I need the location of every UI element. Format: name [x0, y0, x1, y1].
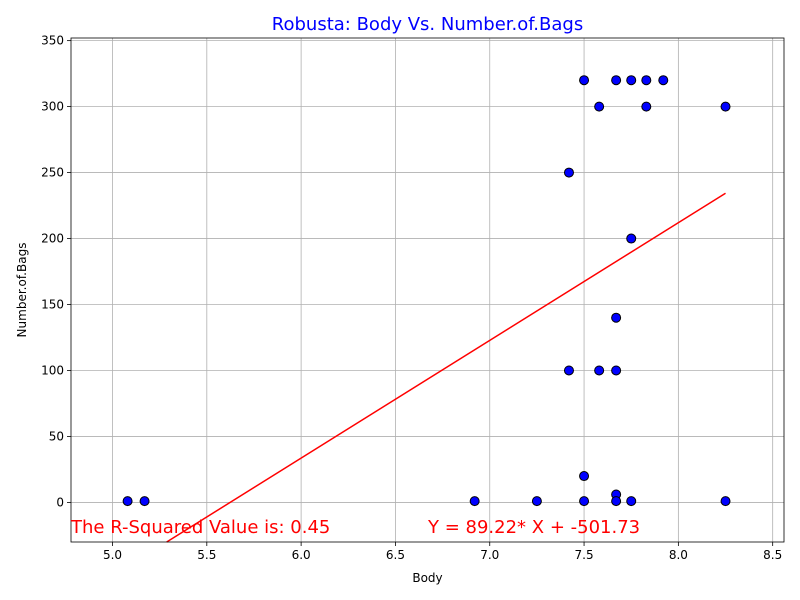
- r-squared-annotation: The R-Squared Value is: 0.45: [70, 517, 330, 538]
- x-tick-label: 7.0: [480, 548, 499, 562]
- data-point: [531, 496, 542, 507]
- x-tick-label: 8.5: [763, 548, 782, 562]
- x-tick-label: 8.0: [669, 548, 688, 562]
- data-point: [611, 312, 622, 323]
- data-point: [720, 101, 731, 112]
- data-point: [594, 365, 605, 376]
- regression-line: [166, 192, 726, 543]
- x-axis-label: Body: [412, 571, 442, 585]
- y-tick-label: 100: [41, 363, 64, 377]
- y-axis-ticks: 0 50 100 150 200 250 300 350: [41, 34, 71, 509]
- scatter-points: [122, 75, 731, 507]
- y-tick-label: 300: [41, 100, 64, 114]
- data-point: [626, 233, 637, 244]
- y-axis-label: Number.of.Bags: [15, 243, 29, 338]
- data-point: [579, 75, 590, 86]
- y-tick-label: 0: [56, 495, 64, 509]
- data-point: [579, 471, 590, 482]
- y-tick-label: 50: [49, 429, 64, 443]
- y-tick-label: 350: [41, 34, 64, 48]
- data-point: [658, 75, 669, 86]
- data-point: [139, 496, 150, 507]
- data-point: [641, 101, 652, 112]
- chart-title: Robusta: Body Vs. Number.of.Bags: [272, 14, 583, 35]
- plot-frame: [70, 37, 785, 543]
- data-point: [594, 101, 605, 112]
- x-tick-label: 6.0: [292, 548, 311, 562]
- x-tick-label: 5.5: [197, 548, 216, 562]
- data-point: [720, 496, 731, 507]
- x-tick-label: 6.5: [386, 548, 405, 562]
- regression-equation-annotation: Y = 89.22* X + -501.73: [427, 517, 640, 538]
- data-point: [579, 496, 590, 507]
- data-point: [563, 167, 574, 178]
- data-point: [611, 75, 622, 86]
- data-point: [611, 365, 622, 376]
- data-point: [626, 75, 637, 86]
- data-point: [469, 496, 480, 507]
- data-point: [611, 496, 622, 507]
- y-tick-label: 200: [41, 232, 64, 246]
- data-point: [641, 75, 652, 86]
- data-point: [563, 365, 574, 376]
- grid-lines: [71, 38, 784, 542]
- y-tick-label: 250: [41, 166, 64, 180]
- y-tick-label: 150: [41, 298, 64, 312]
- data-point: [122, 496, 133, 507]
- x-tick-label: 7.5: [575, 548, 594, 562]
- regression-line-group: [166, 192, 726, 543]
- data-point: [626, 496, 637, 507]
- x-axis-ticks: 5.0 5.5 6.0 6.5 7.0 7.5 8.0 8.5: [103, 542, 782, 562]
- x-tick-label: 5.0: [103, 548, 122, 562]
